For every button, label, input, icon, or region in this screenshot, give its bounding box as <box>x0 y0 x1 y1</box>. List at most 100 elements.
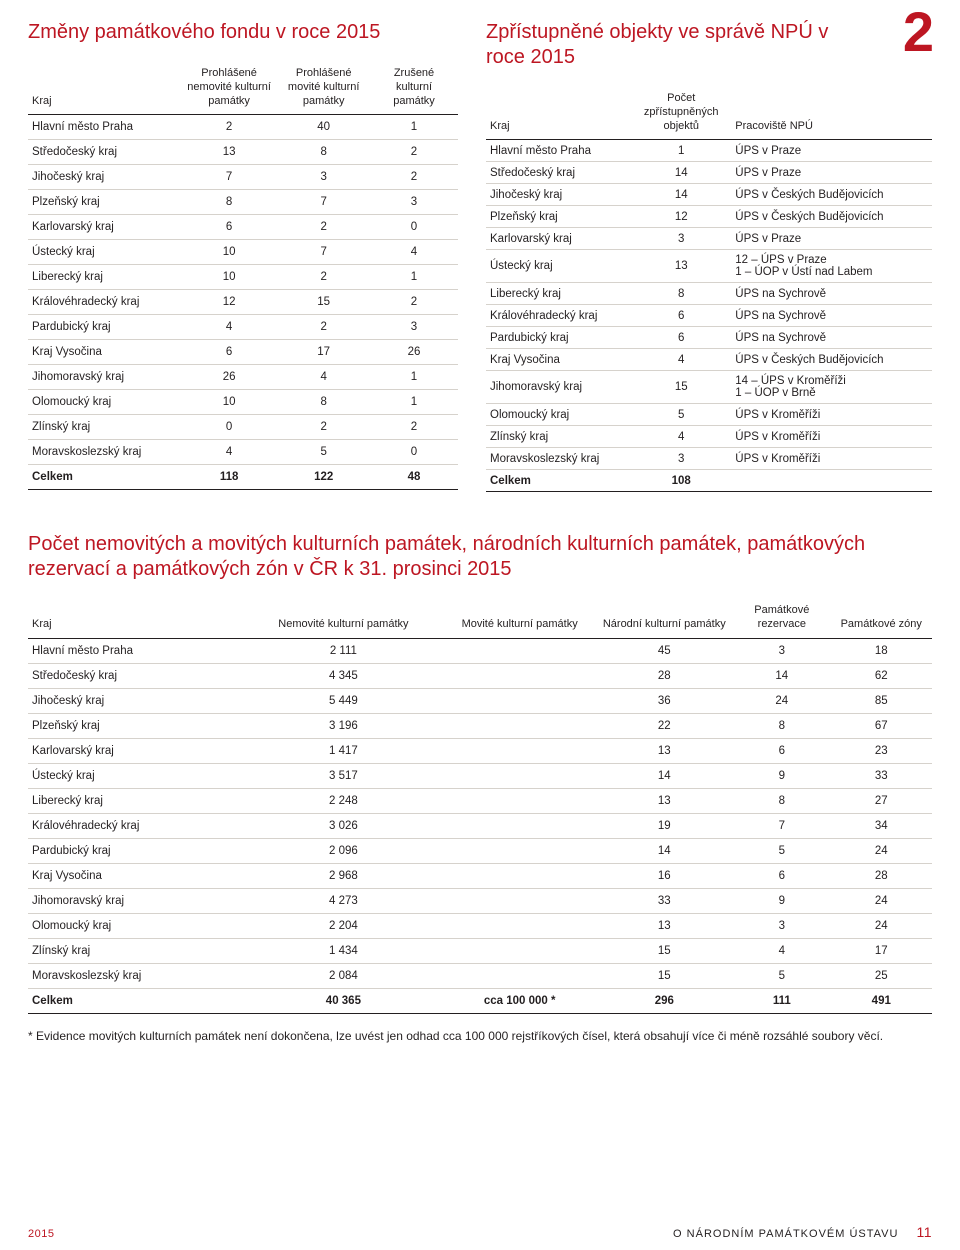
table-cell <box>444 863 598 888</box>
table-cell: 15 <box>598 938 734 963</box>
table-cell: 14 <box>733 663 832 688</box>
table-cell: 7 <box>183 165 278 190</box>
table-cell: Kraj Vysočina <box>28 340 183 365</box>
table-cell: ÚPS v Kroměříži <box>731 426 932 448</box>
table-row: Jihomoravský kraj2641 <box>28 365 458 390</box>
table-cell: 2 096 <box>245 838 444 863</box>
table-cell: 45 <box>598 638 734 663</box>
table-cell: 15 <box>598 963 734 988</box>
table-row: Pardubický kraj2 09614524 <box>28 838 932 863</box>
table-row: Zlínský kraj4ÚPS v Kroměříži <box>486 426 932 448</box>
table-cell: Moravskoslezský kraj <box>486 448 633 470</box>
table-cell: 6 <box>183 340 278 365</box>
table-cell: 4 <box>633 426 731 448</box>
table-cell: 6 <box>633 327 731 349</box>
table-cell: Středočeský kraj <box>486 162 633 184</box>
table-cell: 14 <box>633 184 731 206</box>
table-cell: 26 <box>372 340 458 365</box>
table-cell: 2 <box>372 165 458 190</box>
table-cell: 85 <box>833 688 932 713</box>
table-row: Moravskoslezský kraj3ÚPS v Kroměříži <box>486 448 932 470</box>
table-cell: 13 <box>633 250 731 283</box>
table-row: Moravskoslezský kraj2 08415525 <box>28 963 932 988</box>
table-row: Královéhradecký kraj3 02619734 <box>28 813 932 838</box>
table-cell: 1 417 <box>245 738 444 763</box>
footer-page-number: 11 <box>916 1224 932 1240</box>
table-cell: 1 <box>372 115 458 140</box>
table-cell: 27 <box>833 788 932 813</box>
table-cell: 122 <box>277 465 372 490</box>
page: Změny památkového fondu v roce 2015 Kraj… <box>0 0 960 1250</box>
table-cell: Liberecký kraj <box>28 788 245 813</box>
table-cell: 6 <box>633 305 731 327</box>
table-cell: Jihomoravský kraj <box>486 371 633 404</box>
table-cell: ÚPS na Sychrově <box>731 327 932 349</box>
column-header: Národní kulturní památky <box>598 600 734 638</box>
table-cell: 1 <box>633 140 731 162</box>
table-row: Liberecký kraj2 24813827 <box>28 788 932 813</box>
table-cell: Hlavní město Praha <box>28 638 245 663</box>
table-cell: Olomoucký kraj <box>486 404 633 426</box>
table-cell: Celkem <box>28 465 183 490</box>
table-row: Olomoucký kraj5ÚPS v Kroměříži <box>486 404 932 426</box>
table-cell: 1 434 <box>245 938 444 963</box>
table-cell: ÚPS v Kroměříži <box>731 448 932 470</box>
table-row: Jihočeský kraj732 <box>28 165 458 190</box>
table-cell: 25 <box>833 963 932 988</box>
table-cell: 15 <box>277 290 372 315</box>
table-cell: 34 <box>833 813 932 838</box>
table-cell: 62 <box>833 663 932 688</box>
table-cell: Moravskoslezský kraj <box>28 963 245 988</box>
footer-year: 2015 <box>28 1228 54 1240</box>
table-row: Plzeňský kraj873 <box>28 190 458 215</box>
table-cell: ÚPS v Českých Budějovicích <box>731 349 932 371</box>
table-cell <box>444 938 598 963</box>
table-total-row: Celkem40 365cca 100 000 *296111491 <box>28 988 932 1013</box>
table-row: Hlavní město Praha1ÚPS v Praze <box>486 140 932 162</box>
table-cell: Ústecký kraj <box>28 763 245 788</box>
bottom-section: Počet nemovitých a movitých kulturních p… <box>28 532 932 1044</box>
table-cell: Karlovarský kraj <box>28 738 245 763</box>
table-cell: 5 <box>733 838 832 863</box>
table-cell: ÚPS v Praze <box>731 228 932 250</box>
table-cell: 0 <box>183 415 278 440</box>
table-row: Jihočeský kraj5 449362485 <box>28 688 932 713</box>
table-cell: 6 <box>733 863 832 888</box>
table-row: Jihomoravský kraj1514 – ÚPS v Kroměříži1… <box>486 371 932 404</box>
table-cell: 5 <box>633 404 731 426</box>
table-cell: Olomoucký kraj <box>28 913 245 938</box>
table-cell: ÚPS na Sychrově <box>731 283 932 305</box>
table-cell: 7 <box>277 240 372 265</box>
table-cell: 6 <box>183 215 278 240</box>
table-cell: 17 <box>833 938 932 963</box>
table-cell: 2 204 <box>245 913 444 938</box>
table-cell: 3 <box>277 165 372 190</box>
table-cell: ÚPS v Českých Budějovicích <box>731 206 932 228</box>
table-cell: 0 <box>372 440 458 465</box>
table-cell: 9 <box>733 763 832 788</box>
chapter-number: 2 <box>903 4 934 60</box>
table-cell: 2 968 <box>245 863 444 888</box>
table-cell: 6 <box>733 738 832 763</box>
table-cell <box>444 813 598 838</box>
table-cell: Jihočeský kraj <box>486 184 633 206</box>
table-row: Pardubický kraj423 <box>28 315 458 340</box>
table-cell: 13 <box>598 738 734 763</box>
table-cell: Zlínský kraj <box>28 415 183 440</box>
table-cell: 2 <box>277 315 372 340</box>
table-cell: 1 <box>372 365 458 390</box>
table-cell: Karlovarský kraj <box>486 228 633 250</box>
column-header: Prohlášené nemovité kulturní památky <box>183 63 278 115</box>
table-cell: 19 <box>598 813 734 838</box>
table-row: Jihomoravský kraj4 27333924 <box>28 888 932 913</box>
table-cell: 4 345 <box>245 663 444 688</box>
footer-label: O NÁRODNÍM PAMÁTKOVÉM ÚSTAVU <box>673 1228 898 1240</box>
table-cell: 4 273 <box>245 888 444 913</box>
table-row: Karlovarský kraj3ÚPS v Praze <box>486 228 932 250</box>
table-cell: ÚPS v Kroměříži <box>731 404 932 426</box>
table-cell <box>444 663 598 688</box>
table-cell: 3 517 <box>245 763 444 788</box>
table-cell: 3 026 <box>245 813 444 838</box>
table-cell: ÚPS v Českých Budějovicích <box>731 184 932 206</box>
table-row: Hlavní město Praha2 11145318 <box>28 638 932 663</box>
